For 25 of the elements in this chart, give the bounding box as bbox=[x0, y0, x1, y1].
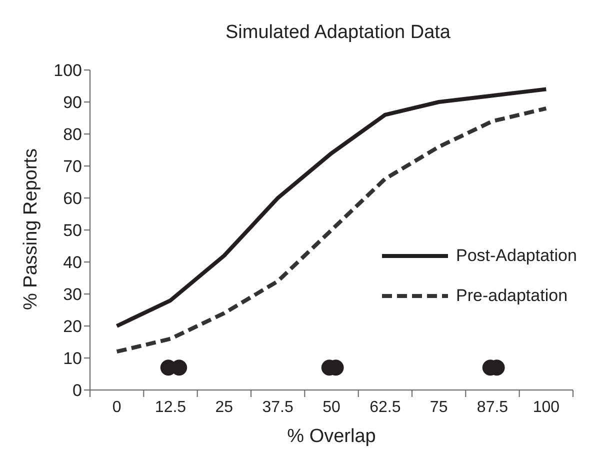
y-tick-label: 70 bbox=[63, 157, 82, 176]
y-tick-label: 80 bbox=[63, 125, 82, 144]
x-tick-label: 25 bbox=[215, 399, 234, 416]
y-tick-label: 0 bbox=[72, 381, 82, 400]
x-tick-label: 87.5 bbox=[476, 399, 508, 416]
x-tick-label: 37.5 bbox=[262, 399, 294, 416]
y-tick-label: 10 bbox=[63, 349, 82, 368]
y-axis-title: % Passing Reports bbox=[20, 148, 42, 310]
x-tick-label: 62.5 bbox=[370, 399, 401, 416]
y-tick-label: 50 bbox=[63, 221, 82, 240]
y-tick-label: 30 bbox=[63, 285, 82, 304]
x-axis-title: % Overlap bbox=[287, 426, 376, 447]
x-tick-label: 50 bbox=[322, 399, 340, 416]
y-tick-label: 60 bbox=[63, 189, 82, 208]
y-tick-label: 40 bbox=[63, 253, 82, 272]
x-tick-label: 75 bbox=[430, 399, 448, 416]
x-tick-label: 100 bbox=[532, 399, 560, 416]
y-tick-label: 20 bbox=[63, 317, 82, 336]
x-tick-label: 12.5 bbox=[154, 399, 186, 416]
legend-label: Post-Adaptation bbox=[455, 246, 577, 266]
x-tick-label: 0 bbox=[112, 399, 122, 416]
chart-title: Simulated Adaptation Data bbox=[224, 22, 452, 44]
y-tick-label: 100 bbox=[54, 61, 82, 80]
y-tick-label: 90 bbox=[63, 93, 82, 112]
legend-label: Pre-adaptation bbox=[455, 286, 569, 306]
